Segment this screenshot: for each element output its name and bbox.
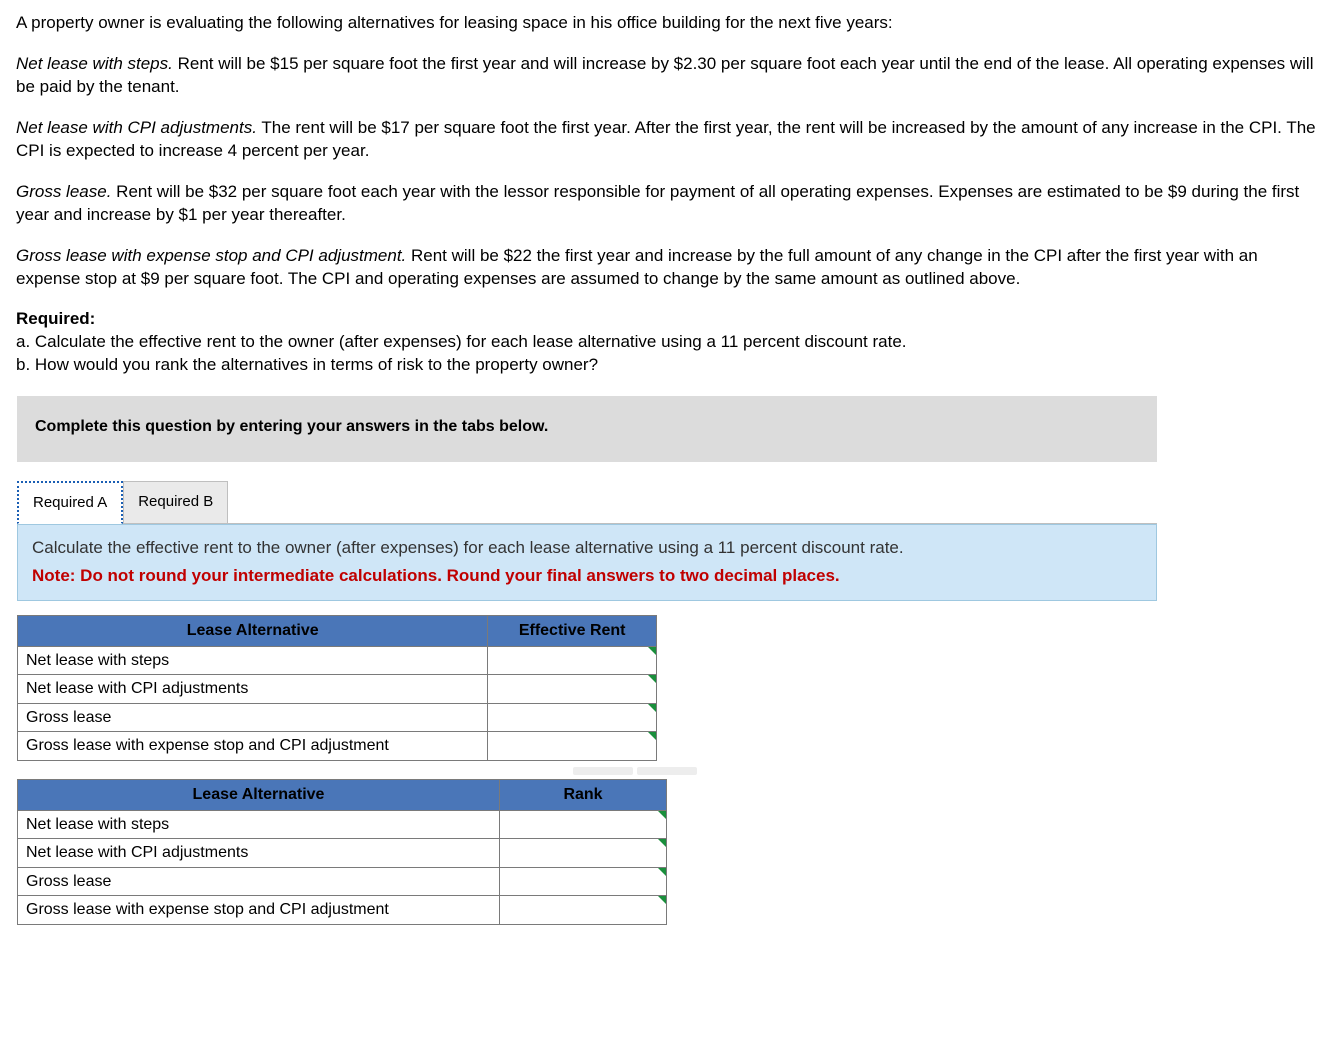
- t1-row0-input[interactable]: [496, 650, 652, 671]
- table-row: Gross lease: [18, 867, 667, 896]
- sub-instruction-note: Note: Do not round your intermediate cal…: [32, 563, 1142, 589]
- table-row: Net lease with CPI adjustments: [18, 839, 667, 868]
- t2-row1-input[interactable]: [508, 842, 662, 863]
- input-flag-icon: [658, 868, 666, 876]
- input-flag-icon: [658, 811, 666, 819]
- t2-row3-input[interactable]: [508, 899, 662, 920]
- alt1-label: Net lease with steps.: [16, 54, 173, 73]
- t2-row3-input-cell[interactable]: [500, 896, 667, 925]
- t1-row0-input-cell[interactable]: [488, 646, 657, 675]
- table-row: Gross lease: [18, 703, 657, 732]
- t1-col1-header: Lease Alternative: [18, 616, 488, 647]
- alt2-label: Net lease with CPI adjustments.: [16, 118, 257, 137]
- sub-instruction-box: Calculate the effective rent to the owne…: [17, 524, 1157, 601]
- alt3-text: Rent will be $32 per square foot each ye…: [16, 182, 1299, 224]
- input-flag-icon: [658, 839, 666, 847]
- tabs-row: Required A Required B: [17, 480, 1157, 523]
- required-b: b. How would you rank the alternatives i…: [16, 354, 1322, 377]
- input-flag-icon: [648, 704, 656, 712]
- scroll-hint: [17, 767, 707, 775]
- input-flag-icon: [648, 732, 656, 740]
- table-row: Gross lease with expense stop and CPI ad…: [18, 732, 657, 761]
- answer-area: Complete this question by entering your …: [16, 395, 1158, 926]
- rank-table: Lease Alternative Rank Net lease with st…: [17, 779, 667, 925]
- t1-col2-header: Effective Rent: [488, 616, 657, 647]
- alt4-paragraph: Gross lease with expense stop and CPI ad…: [16, 245, 1322, 291]
- t2-row2-input[interactable]: [508, 871, 662, 892]
- table-row: Net lease with CPI adjustments: [18, 675, 657, 704]
- t1-row1-input[interactable]: [496, 678, 652, 699]
- t1-row2-input[interactable]: [496, 707, 652, 728]
- t2-row3-label: Gross lease with expense stop and CPI ad…: [18, 896, 500, 925]
- t2-row2-input-cell[interactable]: [500, 867, 667, 896]
- t2-row1-label: Net lease with CPI adjustments: [18, 839, 500, 868]
- t2-col2-header: Rank: [500, 780, 667, 811]
- t2-row0-input-cell[interactable]: [500, 810, 667, 839]
- t1-row1-label: Net lease with CPI adjustments: [18, 675, 488, 704]
- alt2-paragraph: Net lease with CPI adjustments. The rent…: [16, 117, 1322, 163]
- t2-row1-input-cell[interactable]: [500, 839, 667, 868]
- alt3-paragraph: Gross lease. Rent will be $32 per square…: [16, 181, 1322, 227]
- complete-instruction-text: Complete this question by entering your …: [35, 418, 548, 435]
- effective-rent-table: Lease Alternative Effective Rent Net lea…: [17, 615, 657, 761]
- table-row: Net lease with steps: [18, 810, 667, 839]
- t2-row0-label: Net lease with steps: [18, 810, 500, 839]
- t2-col1-header: Lease Alternative: [18, 780, 500, 811]
- t1-row2-input-cell[interactable]: [488, 703, 657, 732]
- t2-row2-label: Gross lease: [18, 867, 500, 896]
- tab-panel-a: Calculate the effective rent to the owne…: [17, 523, 1157, 925]
- required-heading: Required:: [16, 308, 1322, 331]
- tab-required-a[interactable]: Required A: [17, 481, 123, 524]
- input-flag-icon: [648, 675, 656, 683]
- table-row: Net lease with steps: [18, 646, 657, 675]
- tab-required-b[interactable]: Required B: [123, 481, 228, 524]
- alt1-text: Rent will be $15 per square foot the fir…: [16, 54, 1313, 96]
- alt3-label: Gross lease.: [16, 182, 111, 201]
- alt4-label: Gross lease with expense stop and CPI ad…: [16, 246, 406, 265]
- t1-row3-input-cell[interactable]: [488, 732, 657, 761]
- sub-instruction-main: Calculate the effective rent to the owne…: [32, 535, 1142, 561]
- t1-row3-input[interactable]: [496, 735, 652, 756]
- t1-row1-input-cell[interactable]: [488, 675, 657, 704]
- table-row: Gross lease with expense stop and CPI ad…: [18, 896, 667, 925]
- alt1-paragraph: Net lease with steps. Rent will be $15 p…: [16, 53, 1322, 99]
- required-a: a. Calculate the effective rent to the o…: [16, 331, 1322, 354]
- t1-row2-label: Gross lease: [18, 703, 488, 732]
- input-flag-icon: [648, 647, 656, 655]
- intro-text: A property owner is evaluating the follo…: [16, 12, 1322, 35]
- t1-row0-label: Net lease with steps: [18, 646, 488, 675]
- t1-row3-label: Gross lease with expense stop and CPI ad…: [18, 732, 488, 761]
- complete-instruction-bar: Complete this question by entering your …: [17, 396, 1157, 462]
- input-flag-icon: [658, 896, 666, 904]
- required-block: Required: a. Calculate the effective ren…: [16, 308, 1322, 377]
- t2-row0-input[interactable]: [508, 814, 662, 835]
